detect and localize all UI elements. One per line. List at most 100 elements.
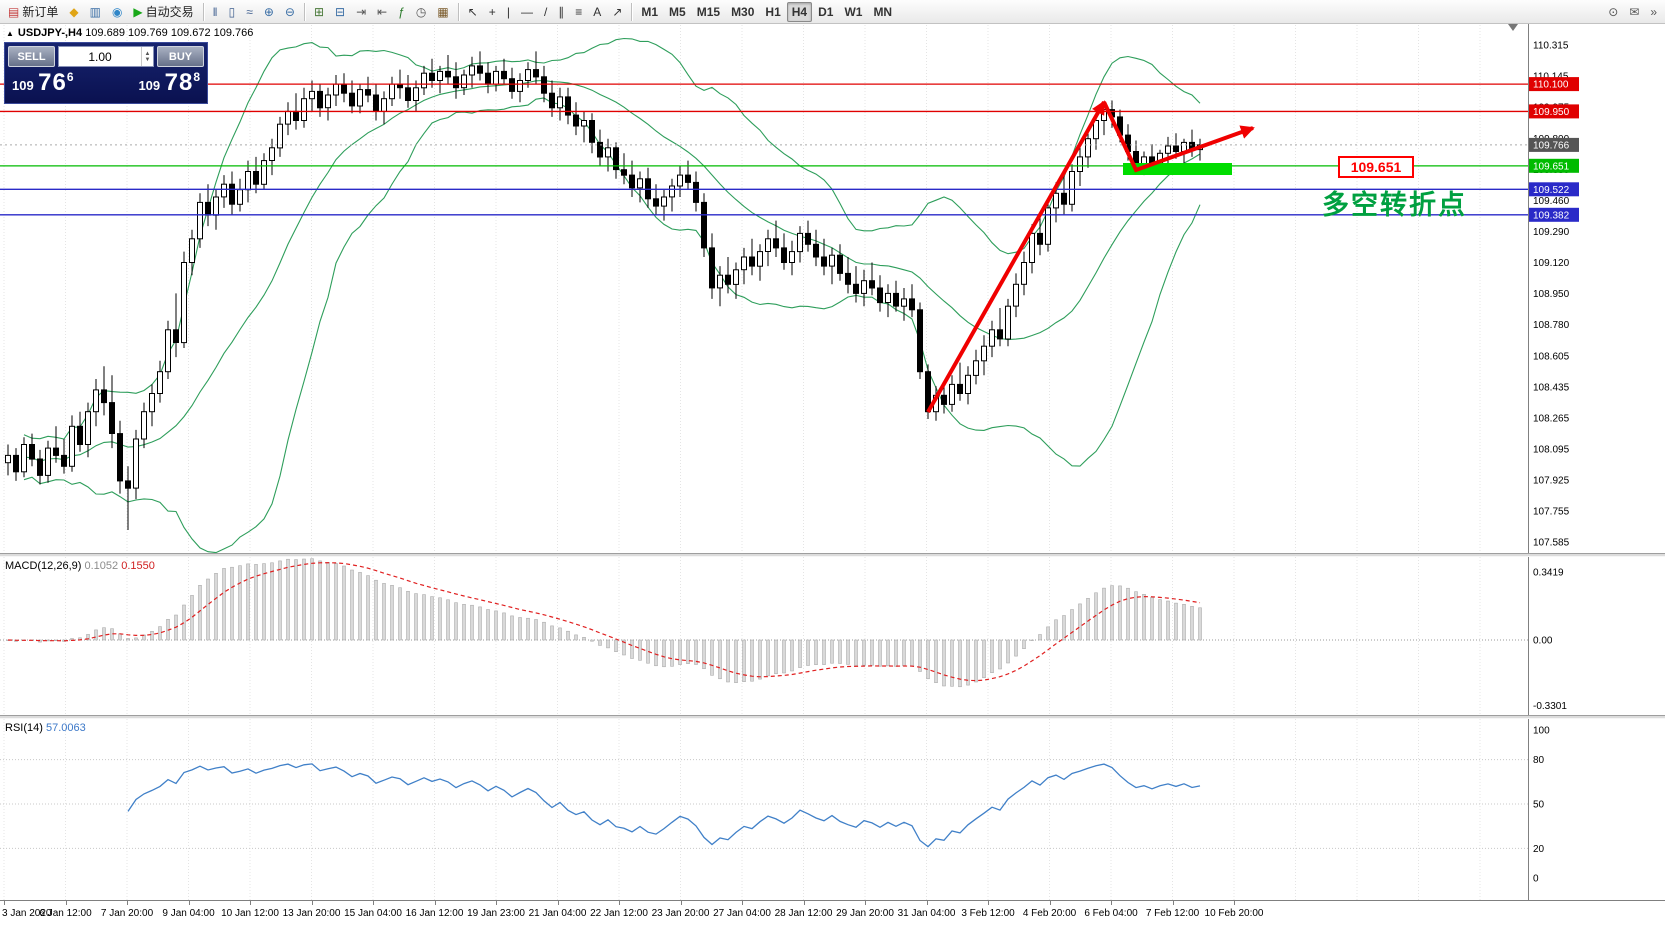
timeframe-w1-button[interactable]: W1 xyxy=(839,2,867,22)
macd-canvas[interactable]: 0.3419 0.00 -0.3301 xyxy=(0,557,1665,715)
autotrading-button[interactable]: ▶ 自动交易 xyxy=(128,2,198,22)
price-axis[interactable]: 110.315110.145109.975109.800109.630109.4… xyxy=(1528,22,1580,553)
time-tick xyxy=(926,901,928,905)
bar-chart-button[interactable]: ‖ xyxy=(208,2,223,22)
trend-arrows[interactable] xyxy=(926,100,1255,413)
buy-price-pip: 8 xyxy=(193,70,200,84)
text-icon: A xyxy=(593,4,602,19)
channel-button[interactable]: ∥ xyxy=(553,2,569,22)
timeframe-m1-button[interactable]: M1 xyxy=(636,2,663,22)
sell-price-handle: 109 xyxy=(12,78,34,93)
zoom-out-button[interactable]: ⊖ xyxy=(280,2,300,22)
auto-scroll-button[interactable]: ⇥ xyxy=(351,2,371,22)
rsi-indicator-label: RSI(14) 57.0063 xyxy=(5,722,86,734)
spinner-down-icon[interactable]: ▼ xyxy=(144,56,151,63)
rsi-canvas[interactable]: 100 80 50 20 0 xyxy=(0,719,1665,900)
panel-separator[interactable] xyxy=(0,553,1665,557)
time-axis-label: 28 Jan 12:00 xyxy=(774,908,833,919)
vertical-line-button[interactable]: | xyxy=(502,2,515,22)
spinner-up-icon[interactable]: ▲ xyxy=(144,50,151,57)
svg-text:100: 100 xyxy=(1533,726,1550,737)
lot-spinner[interactable]: ▲ ▼ xyxy=(141,47,153,66)
toolbar-separator xyxy=(631,2,633,21)
time-axis-label: 3 Feb 12:00 xyxy=(961,908,1015,919)
svg-text:-0.3301: -0.3301 xyxy=(1533,701,1567,712)
navigator-icon: ◉ xyxy=(111,4,123,19)
search-button[interactable]: ⊙ xyxy=(1603,2,1623,22)
svg-text:107.585: 107.585 xyxy=(1533,537,1570,548)
timeframe-h4-button-label: H4 xyxy=(791,4,808,19)
svg-text:108.435: 108.435 xyxy=(1533,383,1570,394)
toolbar-separator xyxy=(202,2,204,21)
arrow-tool-icon: ↗ xyxy=(612,4,623,19)
price-badge xyxy=(1529,104,1579,119)
svg-text:110.315: 110.315 xyxy=(1533,41,1569,52)
fibonacci-button[interactable]: ≡ xyxy=(570,2,587,22)
main-chart-panel[interactable]: 110.315110.145109.975109.800109.630109.4… xyxy=(0,22,1665,553)
timeframe-d1-button[interactable]: D1 xyxy=(813,2,838,22)
sell-button[interactable]: SELL xyxy=(8,46,55,67)
cursor-button[interactable]: ↖ xyxy=(463,2,483,22)
timeframe-m15-button-label: M15 xyxy=(696,4,721,19)
time-tick xyxy=(434,901,436,905)
navigator-button[interactable]: ◉ xyxy=(107,2,127,22)
timeframe-mn-button[interactable]: MN xyxy=(868,2,897,22)
crosshair-button[interactable]: + xyxy=(484,2,501,22)
svg-text:0.00: 0.00 xyxy=(1533,636,1553,647)
time-tick xyxy=(311,901,313,905)
macd-axis[interactable]: 0.3419 0.00 -0.3301 xyxy=(1528,557,1568,715)
text-button[interactable]: A xyxy=(588,2,606,22)
price-note-label[interactable]: 109.651 xyxy=(1338,156,1414,178)
timeframe-w1-button-label: W1 xyxy=(844,4,863,19)
templates-icon: ▦ xyxy=(437,4,449,19)
timeframe-h1-button[interactable]: H1 xyxy=(760,2,785,22)
chart-shift-icon: ⇤ xyxy=(377,4,388,19)
chart-shift-button[interactable]: ⇤ xyxy=(372,2,392,22)
buy-button[interactable]: BUY xyxy=(157,46,204,67)
trendline-button[interactable]: / xyxy=(539,2,552,22)
horizontal-line-button[interactable]: — xyxy=(516,2,538,22)
candlestick-chart-button[interactable]: ▯ xyxy=(224,2,241,22)
lot-size-field[interactable]: 1.00 ▲ ▼ xyxy=(58,46,154,67)
rsi-line xyxy=(127,763,1201,848)
timeframe-m5-button[interactable]: M5 xyxy=(664,2,691,22)
toolbar-overflow-button[interactable]: » xyxy=(1645,2,1662,22)
svg-text:107.925: 107.925 xyxy=(1533,476,1570,487)
main-chart-canvas[interactable]: 110.315110.145109.975109.800109.630109.4… xyxy=(0,22,1665,553)
buy-price[interactable]: 109 788 xyxy=(138,69,200,97)
sell-price[interactable]: 109 766 xyxy=(12,69,74,97)
market-watch-button[interactable]: ◆ xyxy=(64,2,83,22)
timeframe-m15-button[interactable]: M15 xyxy=(692,2,725,22)
vertical-line-icon: | xyxy=(506,4,510,19)
horizontal-lines[interactable] xyxy=(0,83,1528,216)
rsi-axis[interactable]: 100 80 50 20 0 xyxy=(1528,719,1551,900)
indicators-button[interactable]: ƒ xyxy=(393,2,410,22)
grid-lines xyxy=(3,22,1481,553)
timeframe-h4-button[interactable]: H4 xyxy=(786,1,813,22)
time-tick xyxy=(188,901,190,905)
timeframe-m30-button[interactable]: M30 xyxy=(726,2,759,22)
tile-windows-button[interactable]: ⊞ xyxy=(309,2,329,22)
zoom-in-button[interactable]: ⊕ xyxy=(259,2,279,22)
new-order-button[interactable]: ▤ 新订单 xyxy=(3,2,63,22)
lot-size-value[interactable]: 1.00 xyxy=(88,49,112,64)
one-click-collapse-arrow[interactable]: ▲ xyxy=(6,29,14,38)
svg-text:108.950: 108.950 xyxy=(1533,289,1570,300)
line-chart-button[interactable]: ≈ xyxy=(241,2,258,22)
time-axis-label: 7 Feb 12:00 xyxy=(1145,908,1200,919)
time-tick xyxy=(557,901,559,905)
rsi-panel[interactable]: 100 80 50 20 0 xyxy=(0,719,1665,900)
time-axis-label: 6 Jan 12:00 xyxy=(39,908,92,919)
chart-shift-marker[interactable] xyxy=(1508,24,1518,31)
horizontal-line-icon: — xyxy=(520,4,533,19)
periods-button[interactable]: ◷ xyxy=(411,2,431,22)
panel-separator[interactable] xyxy=(0,715,1665,719)
pivot-note-text[interactable]: 多空转折点 xyxy=(1322,190,1467,220)
new-chart-button[interactable]: ⊟ xyxy=(330,2,350,22)
macd-panel[interactable]: 0.3419 0.00 -0.3301 xyxy=(0,557,1665,715)
chat-button[interactable]: ✉ xyxy=(1624,2,1644,22)
templates-button[interactable]: ▦ xyxy=(432,2,453,22)
data-window-button[interactable]: ▥ xyxy=(85,2,106,22)
arrows-button[interactable]: ↗ xyxy=(607,2,627,22)
time-axis[interactable]: 3 Jan 2020 6 Jan 12:00 7 Jan 20:00 9 Jan 04… xyxy=(0,900,1665,926)
